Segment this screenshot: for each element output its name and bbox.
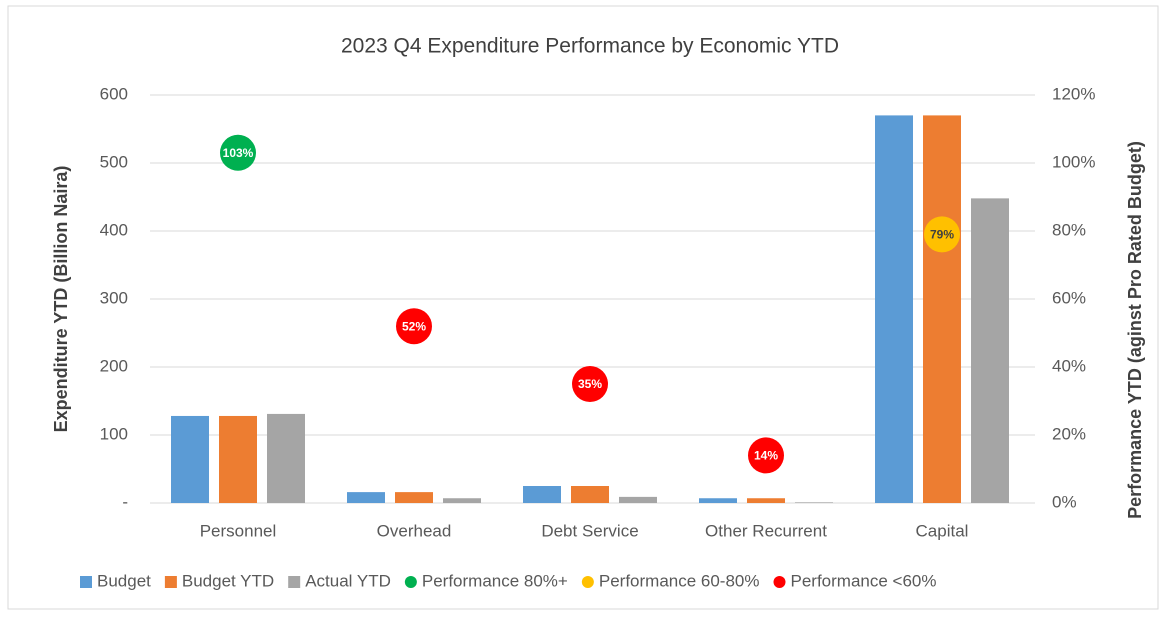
bar: [795, 502, 833, 503]
y2-axis-title: Performance YTD (aginst Pro Rated Budget…: [1125, 141, 1145, 519]
bar: [267, 413, 305, 503]
data-label: 103%: [223, 146, 254, 160]
y2-tick-label: 100%: [1052, 152, 1095, 171]
bar: [443, 498, 481, 503]
performance-marker: [220, 134, 256, 171]
performance-marker: [396, 308, 432, 345]
y-tick-label: 300: [100, 288, 128, 307]
y-axis-title: Expenditure YTD (Billion Naira): [51, 166, 71, 433]
chart-title: 2023 Q4 Expenditure Performance by Econo…: [341, 35, 839, 58]
bar: [923, 115, 961, 504]
legend-label: Performance 80%+: [422, 571, 568, 590]
legend-swatch: [773, 576, 786, 588]
bar: [395, 492, 433, 503]
data-label: 35%: [578, 377, 602, 391]
legend-label: Budget YTD: [182, 571, 274, 590]
bar: [571, 486, 609, 503]
data-label: 52%: [402, 319, 426, 333]
y-tick-label: 400: [100, 220, 128, 239]
legend-label: Performance <60%: [791, 571, 937, 590]
y2-tick-label: 40%: [1052, 356, 1086, 375]
bar: [875, 115, 913, 504]
performance-marker: [572, 366, 608, 402]
bar: [219, 415, 257, 503]
bar: [347, 492, 385, 503]
y2-tick-label: 60%: [1052, 288, 1086, 307]
x-tick-label: Overhead: [377, 521, 452, 540]
x-tick-label: Other Recurrent: [705, 521, 827, 540]
chart-border: [7, 5, 1159, 610]
y-tick-label: 100: [100, 424, 128, 443]
y2-tick-label: 0%: [1052, 492, 1077, 511]
bar: [619, 496, 657, 503]
y-tick-label: -: [122, 492, 128, 511]
legend-swatch: [164, 576, 177, 588]
y2-tick-label: 20%: [1052, 424, 1086, 443]
data-label: 14%: [754, 449, 778, 463]
bar: [523, 486, 561, 503]
legend-label: Performance 60-80%: [599, 571, 760, 590]
bar: [171, 415, 209, 503]
data-label: 79%: [930, 228, 954, 242]
legend-swatch: [80, 576, 92, 588]
bar: [747, 498, 785, 503]
x-tick-label: Capital: [916, 521, 969, 540]
performance-marker: [748, 437, 784, 474]
y2-tick-label: 80%: [1052, 220, 1086, 239]
legend-swatch: [288, 576, 301, 588]
x-tick-label: Debt Service: [541, 521, 638, 540]
y-tick-label: 200: [100, 356, 128, 375]
y-tick-label: 500: [100, 152, 128, 171]
legend-swatch: [581, 576, 594, 588]
legend-label: Budget: [97, 571, 151, 590]
y-tick-label: 600: [100, 84, 128, 103]
bar: [699, 498, 737, 503]
legend-swatch: [404, 576, 417, 588]
performance-marker: [924, 216, 960, 253]
x-tick-label: Personnel: [200, 521, 277, 540]
legend-label: Actual YTD: [305, 571, 391, 590]
bar: [971, 198, 1009, 504]
y2-tick-label: 120%: [1052, 84, 1095, 103]
